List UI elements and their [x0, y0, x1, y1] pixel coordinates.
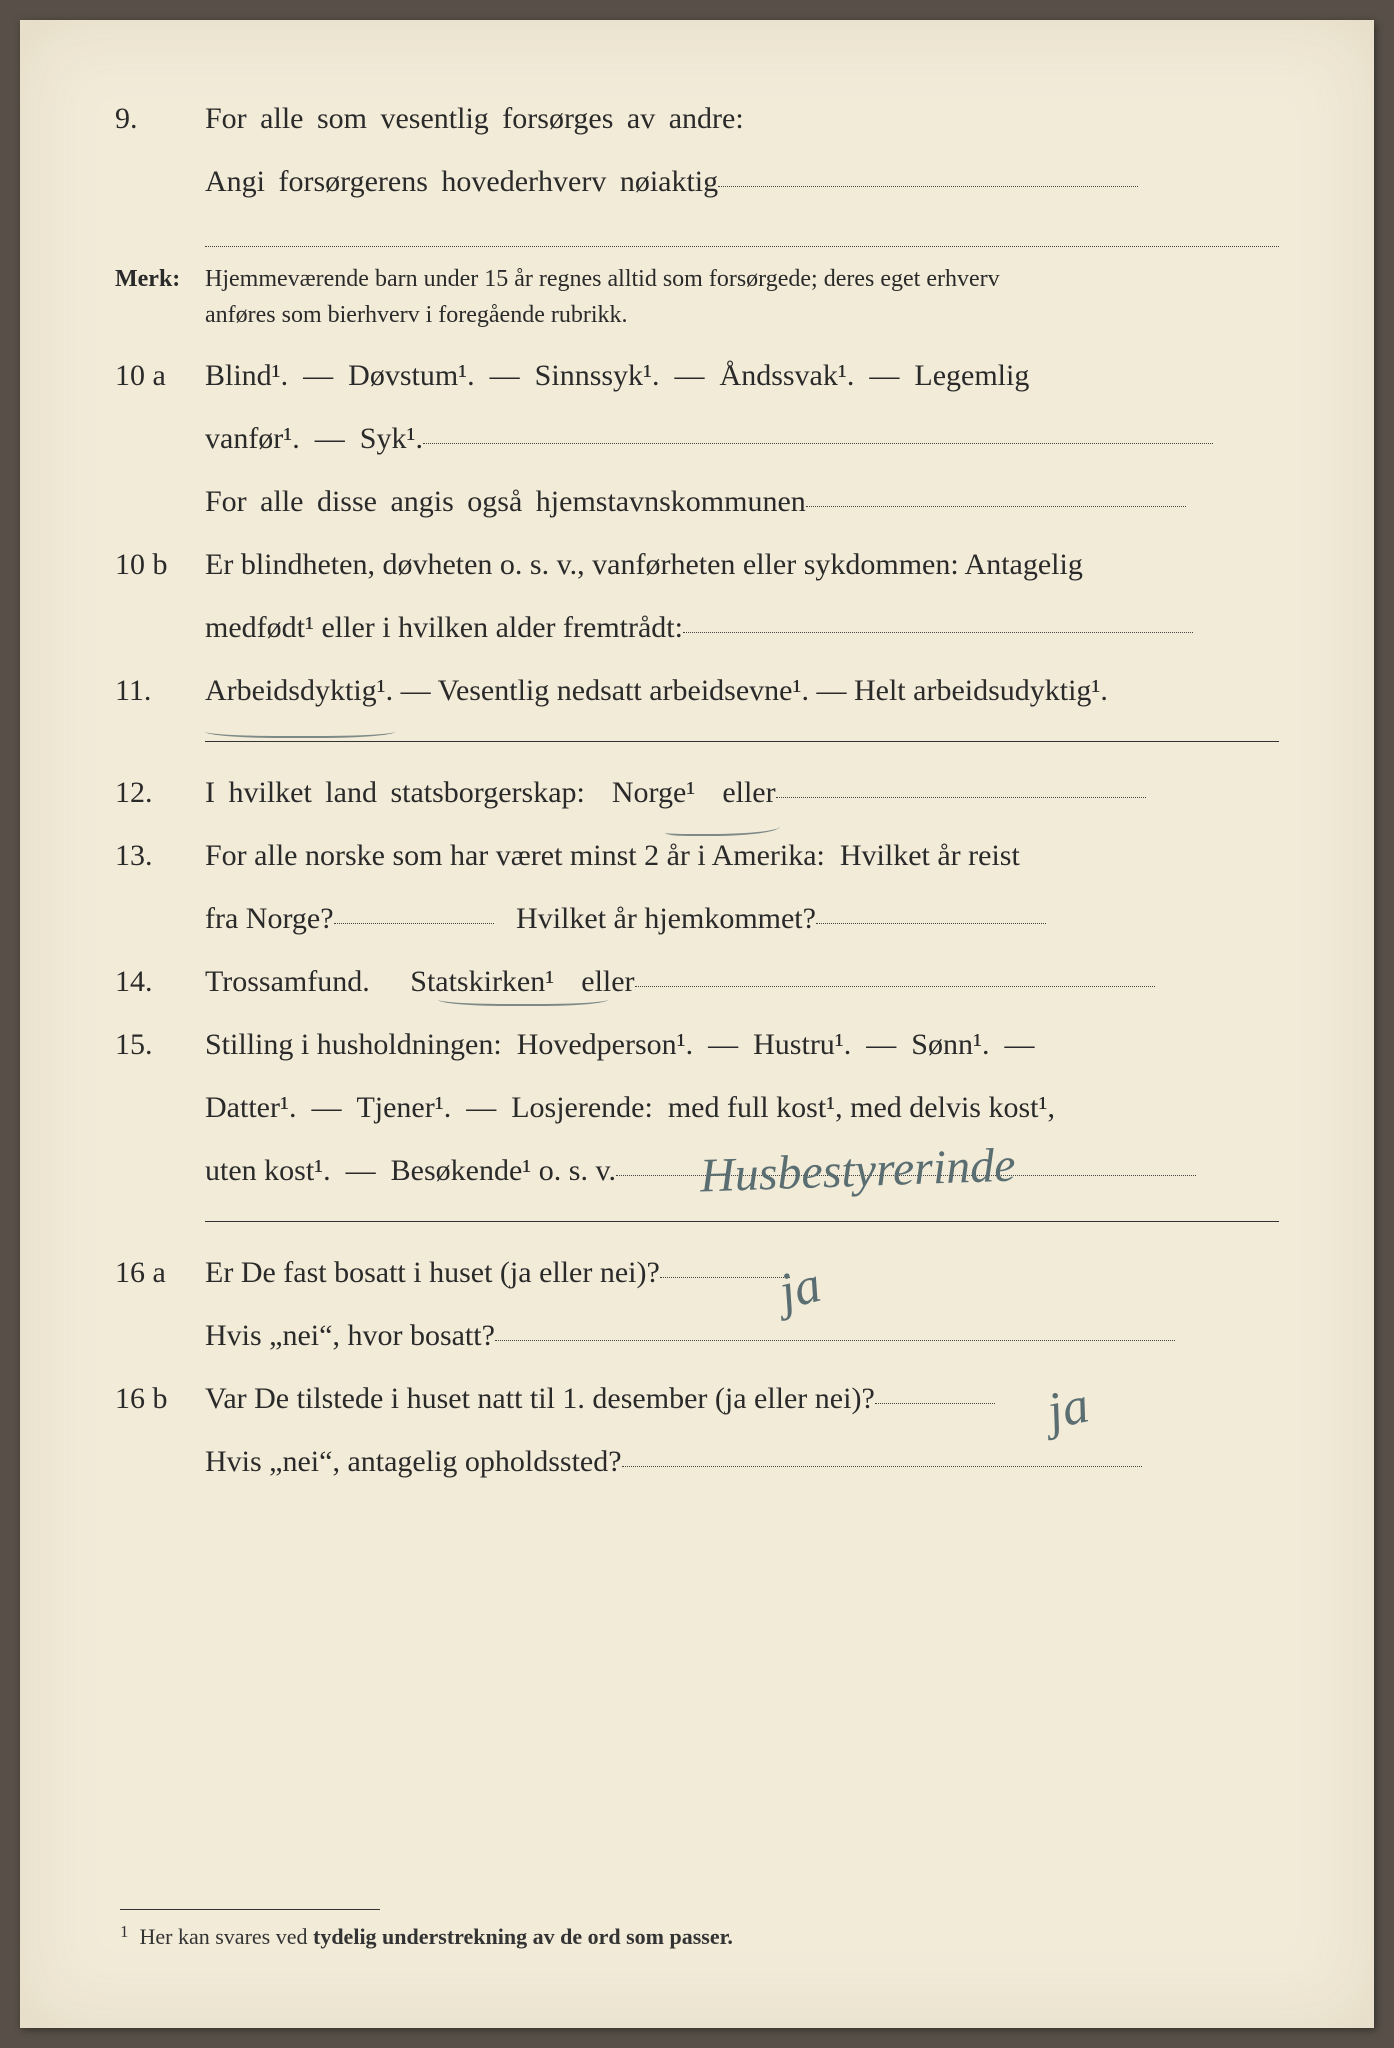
footnote: 1 Her kan svares ved tydelig understrekn…: [120, 1909, 1274, 1958]
fill-line: [495, 1340, 1175, 1341]
fill-line: [635, 986, 1155, 987]
note-merk: Merk: Hjemmeværende barn under 15 år reg…: [115, 261, 1279, 333]
question-10b-line2: medfødt¹ eller i hvilken alder fremtrådt…: [115, 599, 1279, 656]
question-text: vanfør¹. — Syk¹.: [205, 422, 423, 455]
fill-line: [660, 1277, 790, 1278]
question-text: fra Norge?: [205, 902, 334, 935]
question-text: Angi forsørgerens hovederhverv nøiaktig: [205, 165, 718, 198]
note-text: Hjemmeværende barn under 15 år regnes al…: [205, 266, 1000, 292]
question-text: Hvis „nei“, antagelig opholdssted?: [205, 1445, 622, 1478]
question-16b-line2: Hvis „nei“, antagelig opholdssted?: [115, 1433, 1279, 1490]
question-text: Er blindheten, døvheten o. s. v., vanfør…: [205, 536, 1279, 593]
question-10a-line2: vanfør¹. — Syk¹.: [115, 410, 1279, 467]
question-text: Blind¹. — Døvstum¹. — Sinnssyk¹. — Åndss…: [205, 347, 1279, 404]
question-text: eller: [722, 776, 775, 809]
question-text: uten kost¹. — Besøkende¹ o. s. v.: [205, 1154, 616, 1187]
fill-line: [875, 1403, 995, 1404]
question-number: 10 b: [115, 536, 205, 593]
fill-line: [334, 923, 494, 924]
footnote-rule: [120, 1909, 380, 1910]
question-text: Var De tilstede i huset natt til 1. dese…: [205, 1382, 875, 1415]
question-number: 10 a: [115, 347, 205, 404]
question-number: 15.: [115, 1016, 205, 1073]
question-14: 14. Trossamfund. Statskirken¹ eller: [115, 953, 1279, 1010]
question-text: Datter¹. — Tjener¹. — Losjerende: med fu…: [205, 1079, 1279, 1136]
question-number: 16 a: [115, 1244, 205, 1301]
question-15-line3: uten kost¹. — Besøkende¹ o. s. v.: [115, 1142, 1279, 1199]
question-12: 12. I hvilket land statsborgerskap: Norg…: [115, 764, 1279, 821]
fill-line: [806, 506, 1186, 507]
note-text: anføres som bierhverv i foregående rubri…: [205, 302, 628, 328]
fill-line: [683, 632, 1193, 633]
question-9: 9. For alle som vesentlig forsørges av a…: [115, 90, 1279, 147]
section-divider: [205, 741, 1279, 742]
note-label: Merk:: [115, 261, 205, 297]
question-text: Arbeidsdyktig¹. — Vesentlig nedsatt arbe…: [205, 662, 1279, 719]
question-text: Er De fast bosatt i huset (ja eller nei)…: [205, 1256, 660, 1289]
question-10a-line3: For alle disse angis også hjemstavnskomm…: [115, 473, 1279, 530]
fill-line: [622, 1466, 1142, 1467]
pen-underline-statskirken: [438, 990, 608, 1006]
question-16b: 16 b Var De tilstede i huset natt til 1.…: [115, 1370, 1279, 1427]
fill-line: [816, 923, 1046, 924]
footnote-text: Her kan svares ved: [140, 1924, 308, 1949]
option-norge: Norge¹: [612, 776, 695, 809]
question-text: Stilling i husholdningen: Hovedperson¹. …: [205, 1016, 1279, 1073]
question-text: I hvilket land statsborgerskap:: [205, 776, 585, 809]
question-text: For alle som vesentlig forsørges av andr…: [205, 90, 1279, 147]
question-text: Trossamfund.: [205, 965, 370, 998]
fill-line: [718, 186, 1138, 187]
question-15-line2: Datter¹. — Tjener¹. — Losjerende: med fu…: [115, 1079, 1279, 1136]
question-16a-line2: Hvis „nei“, hvor bosatt?: [115, 1307, 1279, 1364]
fill-line: [616, 1175, 1196, 1176]
question-number: 16 b: [115, 1370, 205, 1427]
question-11: 11. Arbeidsdyktig¹. — Vesentlig nedsatt …: [115, 662, 1279, 719]
question-13-line2: fra Norge? Hvilket år hjemkommet?: [115, 890, 1279, 947]
question-10b: 10 b Er blindheten, døvheten o. s. v., v…: [115, 536, 1279, 593]
fill-line: [776, 797, 1146, 798]
question-text: Hvilket år hjemkommet?: [516, 902, 816, 935]
question-15: 15. Stilling i husholdningen: Hovedperso…: [115, 1016, 1279, 1073]
pen-underline-arbeidsdyktig: [205, 722, 395, 738]
question-9-line2: Angi forsørgerens hovederhverv nøiaktig: [115, 153, 1279, 210]
question-text: Hvis „nei“, hvor bosatt?: [205, 1319, 495, 1352]
question-16a: 16 a Er De fast bosatt i huset (ja eller…: [115, 1244, 1279, 1301]
question-number: 12.: [115, 764, 205, 821]
question-number: 9.: [115, 90, 205, 147]
section-divider: [205, 1221, 1279, 1222]
question-number: 11.: [115, 662, 205, 719]
fill-line: [423, 443, 1213, 444]
question-text: For alle norske som har været minst 2 år…: [205, 827, 1279, 884]
question-text: medfødt¹ eller i hvilken alder fremtrådt…: [205, 611, 683, 644]
fill-line: [205, 210, 1279, 247]
question-number: 13.: [115, 827, 205, 884]
footnote-marker: 1: [120, 1922, 129, 1941]
question-text: For alle disse angis også hjemstavnskomm…: [205, 485, 806, 518]
census-form-page: 9. For alle som vesentlig forsørges av a…: [20, 20, 1374, 2028]
question-10a: 10 a Blind¹. — Døvstum¹. — Sinnssyk¹. — …: [115, 347, 1279, 404]
footnote-text-bold: tydelig understrekning av de ord som pas…: [313, 1924, 733, 1949]
question-number: 14.: [115, 953, 205, 1010]
